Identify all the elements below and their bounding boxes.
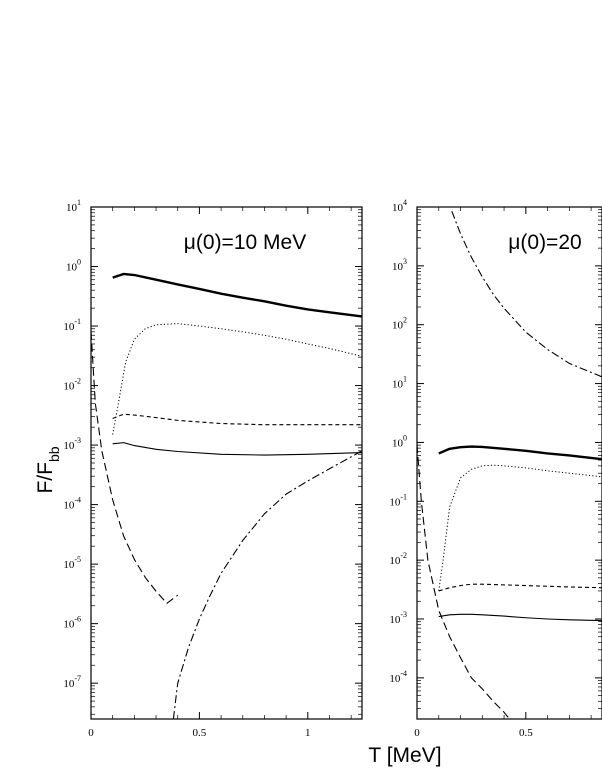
y-tick-label: 10-2 — [63, 377, 81, 393]
y-tick-label: 10-5 — [63, 555, 81, 571]
series-line-thin-solid — [438, 613, 602, 622]
series-line-dashed — [112, 413, 362, 426]
series-line-dotted — [112, 323, 362, 435]
series-line-dotted — [438, 464, 602, 591]
y-axis-title-subscript: bb — [46, 446, 62, 462]
y-axis-title: F/Fbb — [34, 446, 62, 493]
y-tick-label: 101 — [66, 198, 81, 214]
series-line-long-dashed — [417, 445, 509, 719]
x-tick-label: 0.5 — [519, 727, 533, 739]
x-axis-title: T [MeV] — [368, 744, 441, 767]
x-tick-label: 0 — [414, 727, 420, 739]
y-tick-label: 10-3 — [63, 436, 81, 452]
chart-title: μ(0)=20 — [508, 231, 581, 254]
y-tick-label: 100 — [66, 258, 81, 274]
y-tick-label: 10-4 — [389, 669, 407, 685]
y-tick-label: 102 — [392, 316, 407, 332]
y-tick-label: 101 — [392, 375, 407, 391]
y-tick-label: 103 — [392, 257, 407, 273]
y-tick-label: 100 — [392, 433, 407, 449]
x-tick-label: 1 — [305, 727, 311, 739]
series-line-dash-dot — [451, 210, 602, 378]
x-tick-label: 0.5 — [193, 727, 207, 739]
y-tick-label: 104 — [392, 198, 407, 214]
series-line-dashed — [438, 583, 602, 592]
series-line-long-dashed — [91, 331, 179, 604]
chart-panel-right: 10-4 10-3 10-2 10-1 100 101 102 103 104 0 0.5 μ(0)=… — [389, 198, 602, 739]
y-tick-label: 10-4 — [63, 496, 81, 512]
y-tick-label: 10-1 — [389, 492, 407, 508]
y-tick-label: 10-3 — [389, 610, 407, 626]
series-line-thick-solid — [438, 445, 602, 461]
series-line-thin-solid — [112, 442, 362, 456]
plot-frame — [416, 206, 602, 720]
series-line-dash-dot — [172, 450, 362, 719]
y-tick-label: 10-2 — [389, 551, 407, 567]
series-line-thick-solid — [112, 272, 362, 318]
y-tick-label: 10-6 — [63, 615, 81, 631]
chart-panel-left: 10-7 10-6 10-5 10-4 10-3 10-2 10-1 100 101 0 0.5 1 μ… — [63, 198, 363, 739]
chart-title: μ(0)=10 MeV — [184, 231, 306, 254]
y-tick-label: 10-7 — [63, 674, 81, 690]
plot-frame — [90, 206, 363, 720]
y-tick-label: 10-1 — [63, 317, 81, 333]
x-tick-label: 0 — [88, 727, 94, 739]
